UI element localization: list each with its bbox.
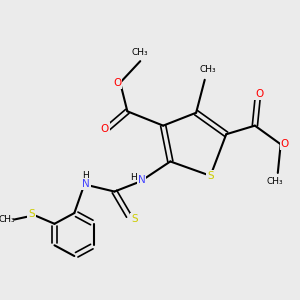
Text: O: O <box>255 89 263 99</box>
Text: S: S <box>131 214 138 224</box>
Text: H: H <box>82 171 89 180</box>
Text: S: S <box>207 171 214 181</box>
Text: N: N <box>138 175 146 185</box>
Text: N: N <box>82 179 90 189</box>
Text: O: O <box>281 139 289 149</box>
Text: H: H <box>130 173 136 182</box>
Text: CH₃: CH₃ <box>0 215 16 224</box>
Text: CH₃: CH₃ <box>267 177 283 186</box>
Text: O: O <box>100 124 109 134</box>
Text: O: O <box>113 78 122 88</box>
Text: S: S <box>28 209 35 219</box>
Text: CH₃: CH₃ <box>132 48 148 57</box>
Text: CH₃: CH₃ <box>199 65 216 74</box>
